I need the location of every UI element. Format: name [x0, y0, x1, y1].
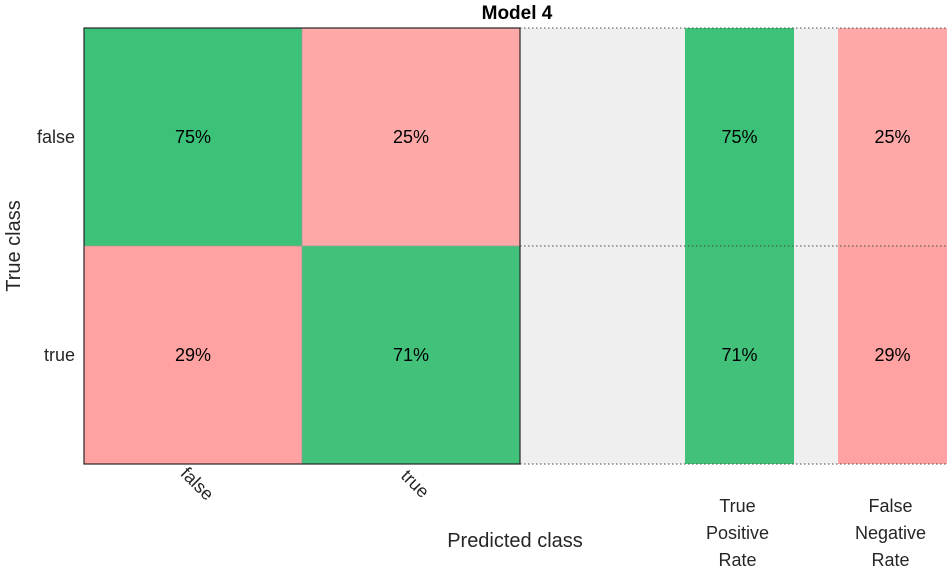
summary-cell-label-1-0: 25%: [874, 127, 910, 147]
summary-cell-0-1: [685, 246, 794, 464]
summary-column-label-1-line-2: Rate: [871, 550, 909, 569]
matrix-cell-0-0: [83, 27, 303, 247]
summary-cell-label-1-1: 29%: [874, 345, 910, 365]
summary-column-label-0-line-2: Rate: [718, 550, 756, 569]
summary-column-label-0-line-0: True: [719, 496, 755, 516]
column-tick-label-0: false: [177, 463, 218, 504]
summary-cell-label-0-1: 71%: [721, 345, 757, 365]
matrix-cell-1-1: [301, 245, 521, 465]
summary-cell-label-0-0: 75%: [721, 127, 757, 147]
chart-title: Model 4: [482, 3, 553, 24]
matrix-cell-label-0-1: 25%: [393, 127, 429, 147]
summary-cell-1-1: [838, 246, 947, 464]
column-tick-label-1: true: [397, 466, 433, 502]
summary-column-label-0-line-1: Positive: [706, 523, 769, 543]
row-tick-label-0: false: [37, 127, 75, 147]
matrix-cell-label-1-1: 71%: [393, 345, 429, 365]
summary-column-label-1-line-0: False: [868, 496, 912, 516]
x-axis-label: Predicted class: [447, 530, 583, 552]
matrix-frame: [83, 27, 521, 465]
matrix-cell-label-1-0: 29%: [175, 345, 211, 365]
y-axis-label: True class: [3, 200, 25, 292]
row-tick-label-1: true: [44, 345, 75, 365]
summary-cell-1-0: [838, 28, 947, 246]
summary-column-label-1-line-1: Negative: [855, 523, 926, 543]
matrix-cell-1-0: [83, 245, 303, 465]
matrix-cell-label-0-0: 75%: [175, 127, 211, 147]
summary-cell-0-0: [685, 28, 794, 246]
